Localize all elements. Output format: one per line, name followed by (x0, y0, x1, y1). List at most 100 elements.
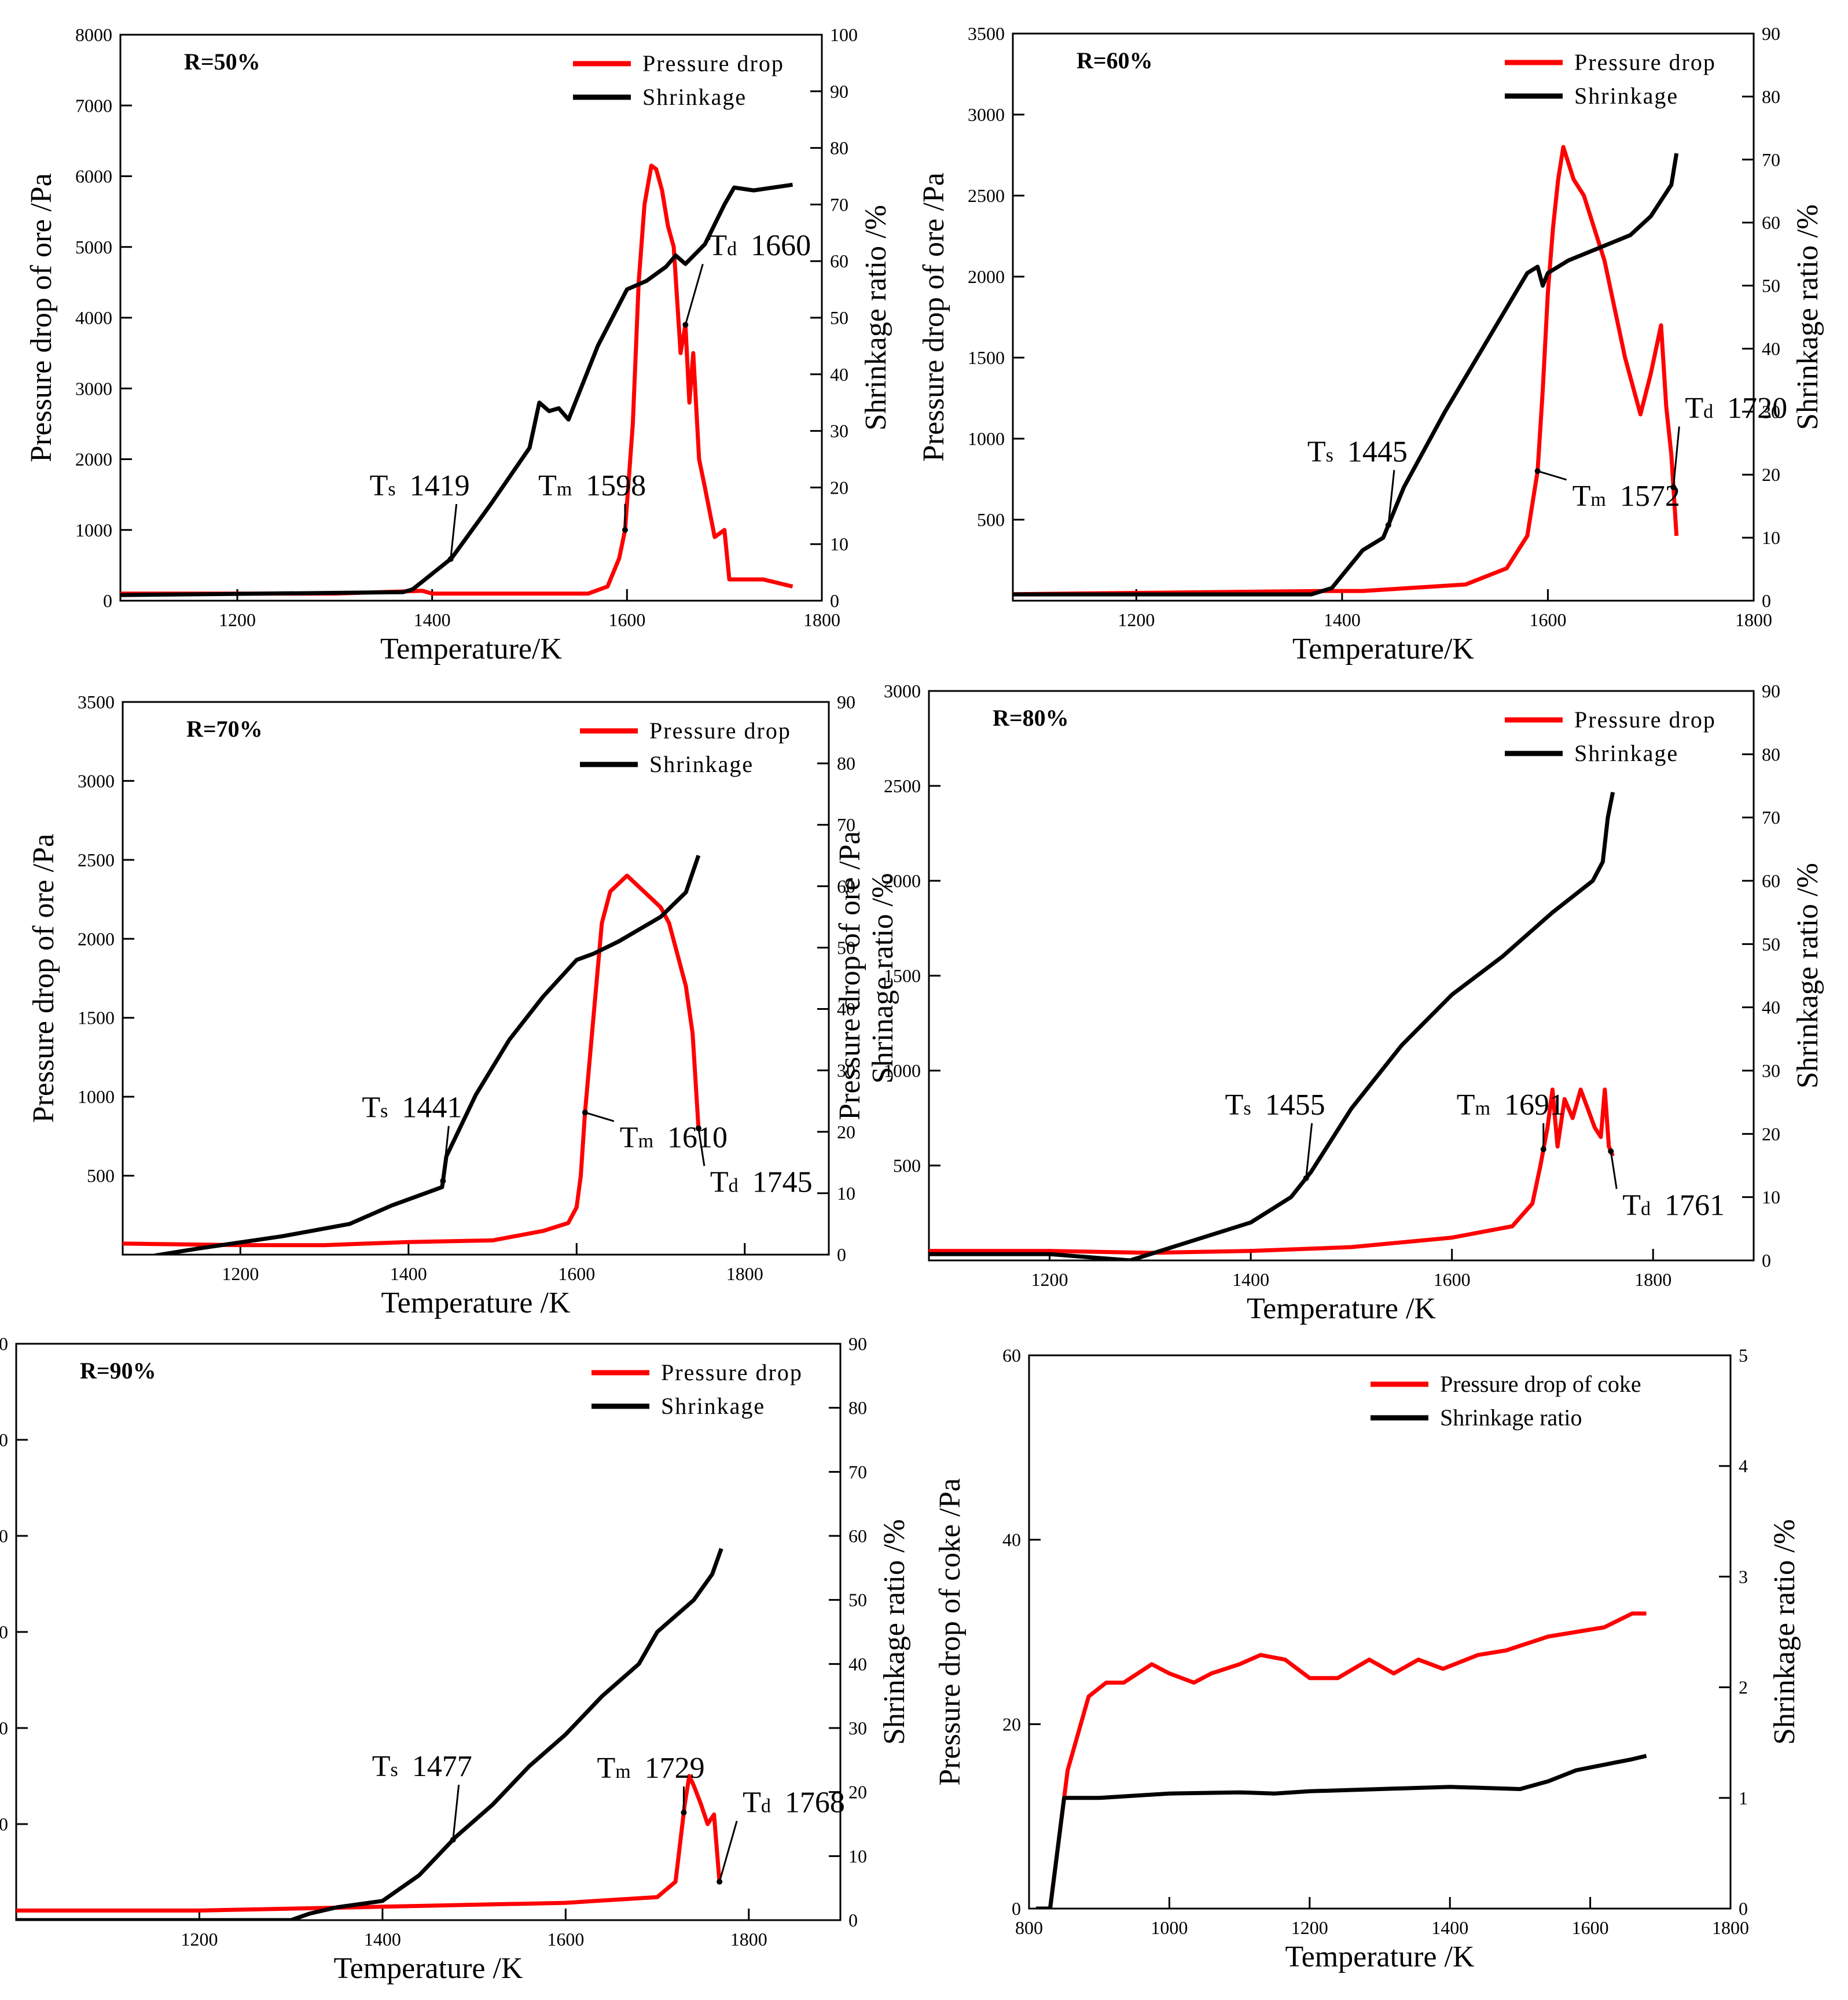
annotation-arrowhead (582, 1109, 588, 1116)
annotation-arrow (452, 1784, 460, 1840)
annotation-tm: Tm 1729 (597, 1752, 705, 1816)
annotation-symbol: T (620, 1121, 638, 1154)
y2-tick-label: 90 (848, 1333, 867, 1354)
annotation-td: Td 1660 (682, 229, 811, 328)
plot-frame (1028, 1354, 1732, 1910)
y2-tick-label: 70 (1762, 149, 1780, 170)
y2-tick-label: 10 (1762, 1187, 1780, 1208)
y2-tick-label: 20 (848, 1782, 867, 1803)
y-tick-label: 3000 (75, 378, 112, 399)
x-tick-label: 1400 (364, 1929, 401, 1950)
y2-axis-label: Shrinkage ratio /% (878, 1519, 911, 1745)
series-line-pressure (929, 1087, 1615, 1255)
y2-tick-label: 90 (830, 81, 848, 102)
annotation-subscript: s (390, 1759, 398, 1781)
annotation-subscript: s (1243, 1098, 1251, 1119)
annotation-label: Tm 1572 (1573, 480, 1680, 513)
x-axis-label: Temperature/K (380, 633, 562, 666)
y2-tick-label: 40 (837, 999, 855, 1020)
y-tick-label: 1500 (78, 1008, 115, 1028)
annotation-arrow (1610, 1151, 1618, 1189)
annotation-arrowhead (1385, 522, 1391, 528)
y2-tick-label: 30 (1762, 1060, 1780, 1081)
y2-tick-label: 10 (830, 534, 848, 554)
y2-tick-label: 80 (830, 138, 848, 159)
y2-tick-label: 70 (1762, 807, 1780, 828)
annotation-td: Td 1745 (695, 1125, 813, 1199)
y-tick-label: 3000 (0, 1333, 8, 1354)
y-tick-label: 2000 (968, 266, 1005, 287)
annotation-value: 1768 (785, 1786, 845, 1819)
series-line-shrinkage (1036, 1753, 1647, 1909)
annotation-label: Td 1745 (710, 1166, 813, 1199)
annotation-label: Td 1720 (1685, 392, 1787, 425)
series-line-pressure (123, 873, 701, 1248)
annotation-arrowhead (440, 1178, 446, 1184)
y-tick-label: 2500 (0, 1429, 8, 1450)
series-line-pressure (1013, 145, 1679, 597)
y2-tick-label: 60 (848, 1525, 867, 1546)
x-tick-label: 800 (1015, 1917, 1043, 1938)
annotation-symbol: T (710, 1166, 729, 1199)
annotation-arrow (442, 1126, 450, 1181)
y2-tick-label: 70 (830, 194, 848, 215)
y2-tick-label: 20 (1762, 464, 1780, 485)
legend-label: Pressure drop (1574, 49, 1716, 75)
annotation-label: Ts 1477 (372, 1750, 472, 1783)
y2-tick-label: 40 (830, 364, 848, 385)
annotation-value: 1441 (402, 1091, 462, 1124)
y-tick-label: 4000 (75, 307, 112, 328)
y-tick-label: 2000 (75, 449, 112, 470)
y2-tick-label: 40 (1762, 338, 1780, 359)
annotation-ts: Ts 1477 (372, 1750, 472, 1843)
y2-tick-label: 50 (1762, 275, 1780, 296)
annotation-value: 1572 (1620, 480, 1680, 513)
x-tick-label: 1800 (1634, 1269, 1671, 1290)
annotation-symbol: T (708, 229, 727, 262)
x-tick-label: 1200 (181, 1929, 218, 1950)
annotation-subscript: m (1590, 489, 1605, 510)
y-tick-label: 2500 (884, 775, 921, 796)
y2-tick-label: 4 (1739, 1455, 1748, 1476)
legend-label: Pressure drop (642, 50, 784, 76)
y-tick-label: 1500 (968, 347, 1005, 368)
annotation-label: Tm 1598 (538, 469, 646, 502)
annotation-subscript: d (727, 238, 737, 260)
y-tick-label: 0 (1012, 1898, 1021, 1919)
annotation-arrow (718, 1821, 738, 1883)
y2-tick-label: 3 (1739, 1566, 1748, 1587)
y2-tick-label: 60 (1762, 870, 1780, 891)
y2-tick-label: 0 (1762, 590, 1771, 611)
annotation-arrowhead (1670, 484, 1677, 490)
plot-frame (928, 690, 1755, 1262)
annotation-value: 1598 (586, 469, 646, 502)
x-tick-label: 1200 (1291, 1917, 1328, 1938)
y-axis-label: Pressure drop of ore /Pa (25, 173, 58, 462)
x-tick-label: 1600 (558, 1263, 595, 1284)
x-tick-label: 1800 (803, 609, 840, 630)
annotation-arrow (585, 1111, 615, 1122)
annotation-arrowhead (622, 527, 628, 533)
annotation-tm: Tm 1572 (1534, 468, 1680, 513)
annotation-symbol: T (1685, 392, 1703, 425)
annotation-label: Ts 1445 (1307, 435, 1408, 468)
y2-axis-label: Shrinkage ratio /% (1791, 863, 1824, 1089)
y2-tick-label: 70 (837, 814, 855, 835)
annotation-arrowhead (717, 1878, 723, 1885)
annotation-label: Td 1660 (708, 229, 811, 262)
x-tick-label: 1800 (1735, 609, 1772, 630)
annotation-arrowhead (1303, 1175, 1309, 1181)
annotation-label: Td 1768 (743, 1786, 845, 1819)
y-tick-label: 0 (103, 590, 112, 611)
annotation-symbol: T (743, 1786, 761, 1819)
series-line-shrinkage (120, 182, 793, 597)
annotation-label: Td 1761 (1622, 1189, 1725, 1222)
annotation-subscript: d (761, 1796, 771, 1817)
annotation-value: 1720 (1727, 392, 1787, 425)
y-tick-label: 1500 (0, 1622, 8, 1642)
annotation-value: 1660 (751, 229, 811, 262)
y2-tick-label: 0 (1739, 1898, 1748, 1919)
y2-tick-label: 80 (848, 1398, 867, 1418)
annotation-symbol: T (1457, 1089, 1475, 1122)
y2-tick-label: 0 (830, 590, 839, 611)
